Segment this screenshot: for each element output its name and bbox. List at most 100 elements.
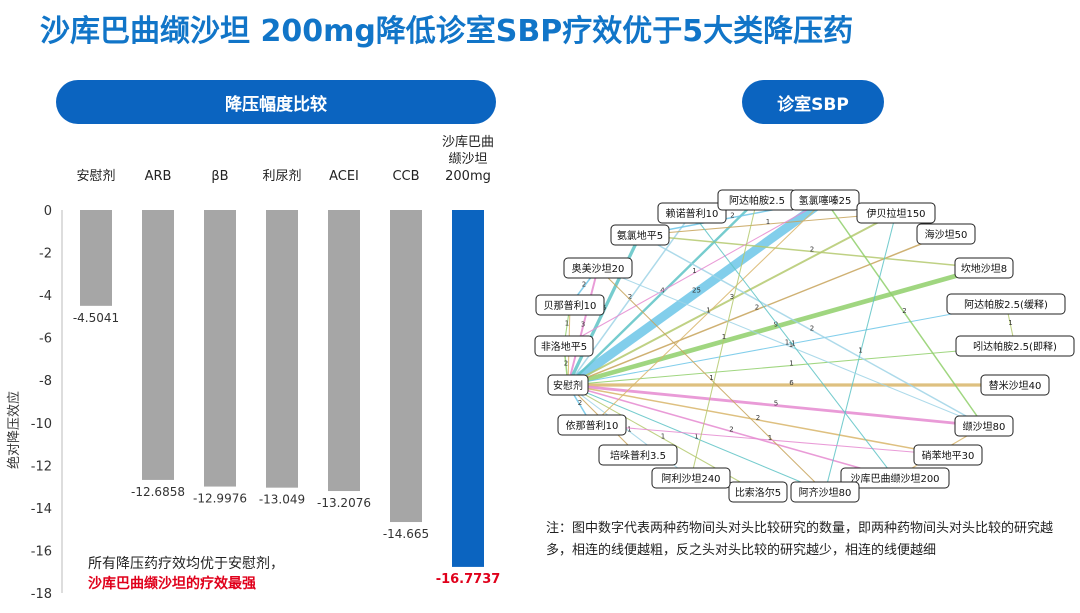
- network-edge: [567, 383, 985, 428]
- node-label: 阿利沙坦240: [661, 472, 720, 485]
- node-box: [728, 481, 788, 503]
- node-label: 阿达帕胺2.5(缓释): [964, 298, 1048, 311]
- edge-count-label: 2: [810, 325, 814, 333]
- edge-count-label: 1: [709, 374, 713, 382]
- node-box: [840, 467, 950, 489]
- edge-count-label: 1: [722, 333, 726, 341]
- bar: [390, 210, 422, 523]
- y-tick-label: -4: [39, 289, 52, 304]
- node-label: 坎地沙坦8: [961, 262, 1007, 275]
- bar-value-label: -13.2076: [317, 496, 371, 510]
- node-box: [954, 257, 1014, 279]
- node-label: 硝苯地平30: [922, 449, 975, 462]
- edge-count-label: 25: [692, 287, 701, 295]
- node-label: 吲达帕胺2.5(即释): [973, 340, 1057, 353]
- y-tick-label: -16: [31, 544, 52, 559]
- node-box: [856, 202, 936, 224]
- node-label: 依那普利10: [566, 419, 619, 432]
- network-note: 注：图中数字代表两种药物间头对头比较研究的数量，即两种药物间头对头比较的研究越多…: [546, 521, 1054, 558]
- network-edge: [567, 384, 949, 456]
- network-edge: [591, 424, 949, 456]
- node-box: [955, 335, 1075, 357]
- network-edge: [639, 212, 897, 236]
- edge-count-label: 1: [789, 341, 793, 349]
- edge-count-label: 2: [756, 414, 760, 422]
- category-label: CCB: [392, 169, 419, 184]
- network-node: 阿利沙坦240: [651, 467, 731, 489]
- node-label: 缬沙坦80: [963, 420, 1006, 433]
- chart-caption-line-2: 沙库巴曲缬沙坦的疗效最强: [88, 575, 256, 592]
- edge-count-label: 1: [791, 340, 795, 348]
- y-tick-label: -8: [39, 374, 52, 389]
- network-edge: [567, 212, 897, 386]
- node-label: 贝那普利10: [544, 299, 597, 312]
- edge-count-label: 2: [729, 426, 733, 434]
- edge-count-label: 1: [789, 360, 793, 368]
- y-tick-label: -12: [31, 459, 52, 474]
- network-node: 氢氯噻嗪25: [790, 189, 860, 211]
- edge-count-label: 6: [789, 379, 794, 387]
- edge-count-label: 2: [730, 212, 734, 220]
- edge-count-label: 1: [766, 218, 770, 226]
- network-edge: [565, 196, 828, 389]
- slide-title: 沙库巴曲缬沙坦 200mg降低诊室SBP疗效优于5大类降压药: [40, 14, 854, 49]
- comparison-header: 降压幅度比较: [56, 80, 496, 124]
- node-box: [954, 415, 1014, 437]
- comparison-header-label: 降压幅度比较: [225, 94, 327, 115]
- node-box: [790, 189, 860, 211]
- node-box: [535, 294, 605, 316]
- edge-count-label: 2: [628, 293, 632, 301]
- network-edge: [567, 233, 947, 386]
- edge-count-label: 1: [694, 433, 698, 441]
- edge-count-label: 3: [730, 293, 734, 301]
- category-label: 缬沙坦: [448, 152, 487, 167]
- network-node: 依那普利10: [557, 414, 627, 436]
- node-label: 海沙坦50: [925, 228, 968, 241]
- edge-count-label: 1: [768, 434, 772, 442]
- node-box: [913, 444, 983, 466]
- network-edge: [597, 267, 985, 427]
- y-tick-label: -6: [39, 332, 52, 347]
- node-label: 奥美沙坦20: [572, 262, 625, 275]
- edge-count-label: 1: [706, 307, 710, 315]
- edge-count-label: 9: [774, 321, 778, 329]
- bp-reduction-bar-chart: 绝对降压效应 0 -2 -4 -6 -8 -10 -12 -14 -16 -18 -4.5041 安慰…: [6, 134, 500, 602]
- y-tick-label: -10: [31, 417, 52, 432]
- network-edge: [567, 267, 599, 386]
- node-box: [547, 374, 589, 396]
- network-node: 安慰剂: [547, 374, 589, 396]
- network-node: 非洛地平5: [534, 335, 594, 357]
- bar-highlight: [452, 210, 484, 567]
- node-label: 氢氯噻嗪25: [799, 194, 852, 207]
- bar: [266, 210, 298, 488]
- edge-count-label: 3: [581, 321, 585, 329]
- edge-count-label: 2: [902, 307, 906, 315]
- node-label: 安慰剂: [553, 379, 583, 392]
- node-box: [657, 202, 727, 224]
- network-node: 沙库巴曲缬沙坦200: [840, 467, 950, 489]
- edge-count-label: 1: [627, 426, 631, 434]
- node-label: 比索洛尔5: [735, 486, 781, 499]
- node-box: [598, 444, 678, 466]
- office-sbp-header: 诊室SBP: [742, 80, 884, 124]
- network-node: 阿达帕胺2.5(缓释): [946, 293, 1066, 315]
- category-label: ARB: [145, 169, 172, 184]
- node-label: 伊贝拉坦150: [866, 207, 925, 220]
- edge-count-label: 1: [565, 320, 569, 328]
- network-edge: [567, 265, 985, 388]
- network-node: 阿达帕胺2.5: [717, 189, 797, 211]
- network-edge: [563, 199, 826, 347]
- office-sbp-header-label: 诊室SBP: [777, 94, 849, 115]
- network-edge: [824, 199, 985, 427]
- node-box: [651, 467, 731, 489]
- y-tick-label: -14: [31, 502, 52, 517]
- node-label: 氨氯地平5: [617, 229, 663, 242]
- y-tick-label: -18: [31, 587, 52, 602]
- edge-count-label: 1: [692, 267, 696, 275]
- edge-count-label: 2: [564, 360, 568, 368]
- network-node: 阿齐沙坦80: [790, 481, 860, 503]
- edge-count-label: 2: [810, 246, 814, 254]
- y-tick-label: 0: [44, 204, 52, 219]
- edge-count-label: 5: [774, 400, 778, 408]
- network-node: 缬沙坦80: [954, 415, 1014, 437]
